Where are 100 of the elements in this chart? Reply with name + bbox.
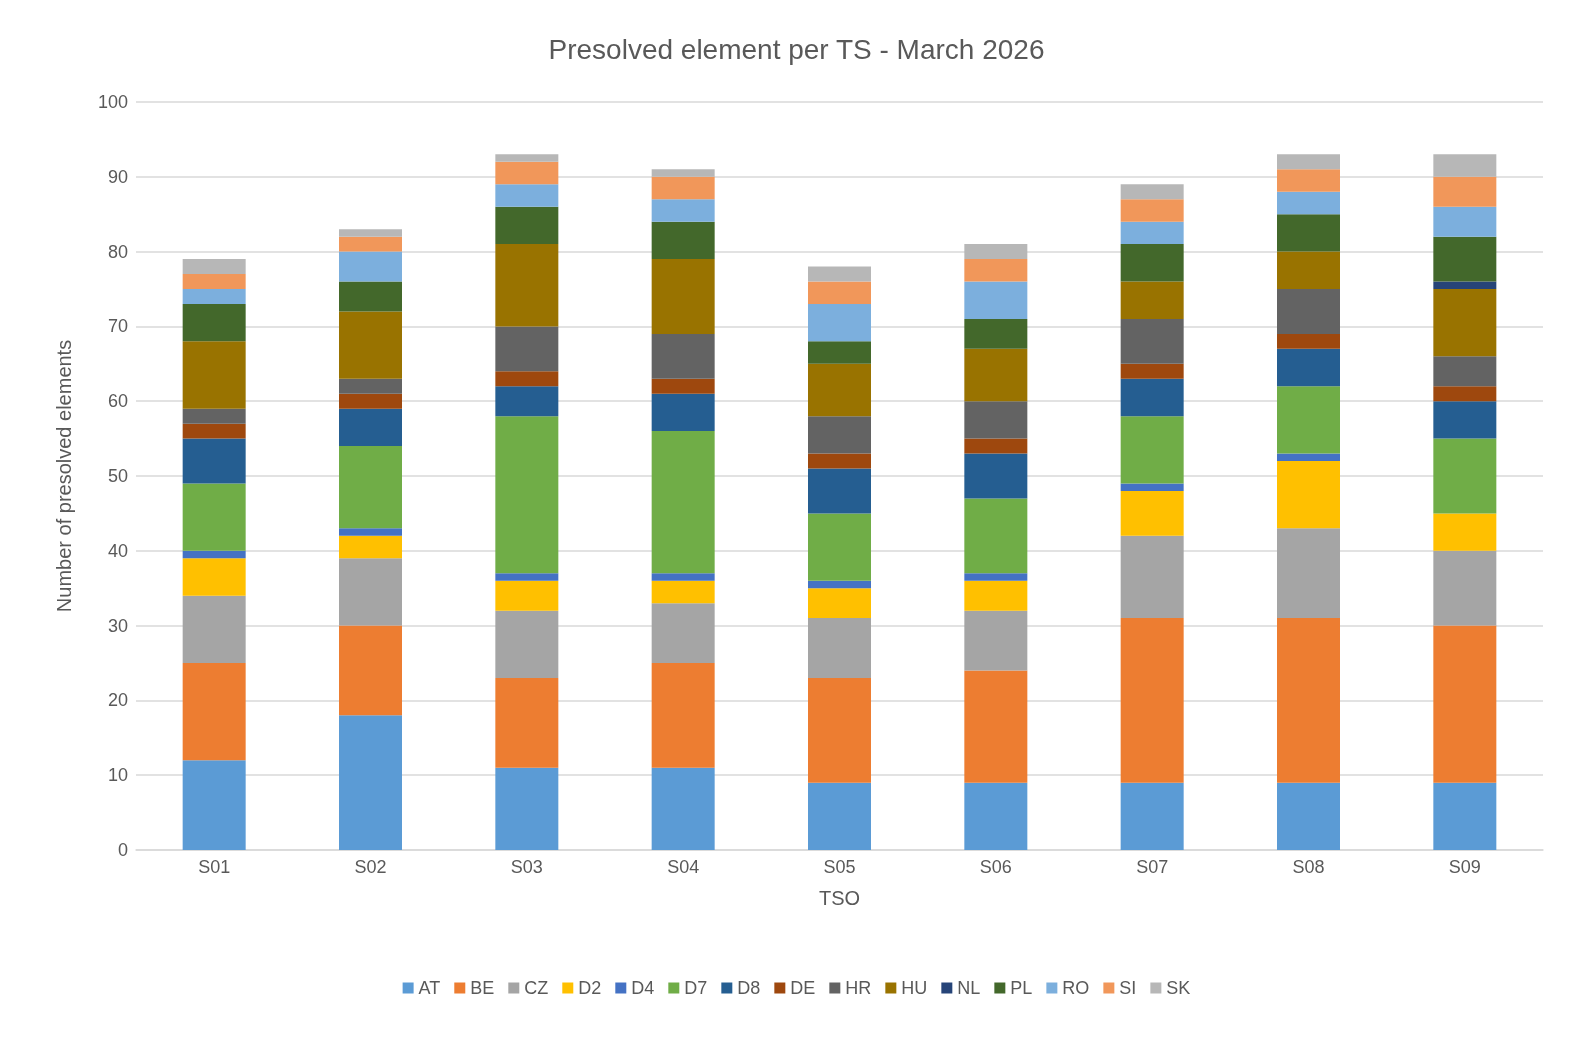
bar <box>964 782 1028 850</box>
bar <box>964 453 1028 499</box>
y-axis-title: Number of presolved elements <box>53 339 75 613</box>
bar <box>651 259 715 334</box>
bar <box>964 610 1028 671</box>
bar <box>339 446 402 529</box>
x-tick-label: S08 <box>1292 857 1325 877</box>
bar <box>808 618 871 678</box>
bar <box>651 169 715 177</box>
bar <box>1277 169 1340 192</box>
bar <box>808 580 871 589</box>
bar <box>651 199 715 222</box>
x-tick-label: S05 <box>823 857 856 877</box>
bar <box>808 266 871 282</box>
bar <box>1120 483 1184 491</box>
legend-label: DE <box>790 978 816 998</box>
bar <box>1433 289 1497 357</box>
bar <box>1433 176 1497 207</box>
bar <box>1120 618 1184 783</box>
x-tick-label: S02 <box>354 857 387 877</box>
bar <box>339 236 402 252</box>
bar <box>964 318 1028 349</box>
bar <box>339 408 402 447</box>
legend-label: BE <box>470 978 495 998</box>
bar <box>808 677 871 783</box>
bar <box>1433 356 1497 387</box>
bar <box>1120 363 1184 379</box>
bar <box>651 573 715 581</box>
bar <box>339 251 402 282</box>
y-tick-label: 20 <box>107 690 128 711</box>
bar <box>182 595 246 663</box>
bar <box>1120 535 1184 619</box>
bar <box>339 715 402 850</box>
bar <box>1433 513 1497 551</box>
bar <box>339 311 402 379</box>
bar <box>964 670 1028 783</box>
bar <box>495 416 559 574</box>
y-tick-label: 40 <box>107 540 128 561</box>
bar <box>651 378 715 394</box>
bar <box>651 221 715 260</box>
bar <box>182 760 246 850</box>
y-tick-label: 80 <box>107 241 128 262</box>
bar <box>1433 386 1497 402</box>
bar <box>1433 401 1497 439</box>
x-tick-label: S04 <box>667 857 700 877</box>
bar <box>1120 184 1184 200</box>
bar <box>182 663 246 761</box>
bar <box>1120 318 1184 364</box>
bar <box>964 573 1028 581</box>
bar <box>651 431 715 574</box>
bar <box>495 573 559 581</box>
bar <box>1277 154 1340 170</box>
bar <box>495 184 559 207</box>
bar <box>182 483 246 551</box>
bar <box>1277 461 1340 529</box>
bar <box>182 550 246 559</box>
bar <box>339 229 402 237</box>
bar <box>182 423 246 439</box>
bar <box>495 767 559 850</box>
y-tick-label: 0 <box>117 840 128 860</box>
bar <box>1433 154 1497 177</box>
bar <box>651 663 715 768</box>
bar <box>808 468 871 514</box>
bar <box>1277 251 1340 289</box>
y-tick-label: 70 <box>107 316 128 337</box>
bar <box>495 677 559 768</box>
bar <box>808 303 871 342</box>
bar <box>651 333 715 379</box>
bar <box>964 401 1028 439</box>
legend-label: AT <box>418 978 441 998</box>
bar <box>182 274 246 289</box>
legend-label: RO <box>1062 978 1090 998</box>
chart-title: Presolved element per TS - March 2026 <box>548 33 1045 65</box>
bar <box>808 588 871 619</box>
bar <box>964 498 1028 574</box>
bar <box>495 244 559 327</box>
bar <box>964 438 1028 454</box>
y-tick-label: 60 <box>107 391 128 412</box>
bar <box>339 535 402 559</box>
bar <box>1433 206 1497 237</box>
y-tick-label: 90 <box>107 166 128 187</box>
x-tick-label: S06 <box>979 857 1012 877</box>
bar <box>182 558 246 596</box>
legend-label: HU <box>901 978 928 998</box>
y-tick-label: 30 <box>107 615 128 636</box>
bar <box>1277 289 1340 334</box>
legend-label: SK <box>1166 978 1191 998</box>
bar <box>651 176 715 200</box>
bar <box>182 341 246 409</box>
legend-label: CZ <box>524 978 549 998</box>
bar <box>1277 453 1340 462</box>
bar <box>1433 625 1497 783</box>
bar <box>964 259 1028 282</box>
y-tick-label: 50 <box>107 466 128 486</box>
legend-label: SI <box>1119 978 1137 998</box>
bar <box>182 303 246 342</box>
legend-label: D2 <box>578 978 602 998</box>
bar <box>651 580 715 604</box>
y-tick-label: 100 <box>97 92 128 112</box>
bar <box>1433 782 1497 850</box>
